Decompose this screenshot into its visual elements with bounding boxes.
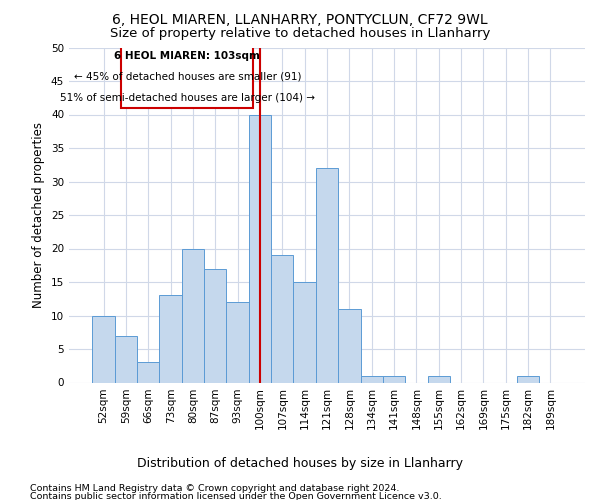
Bar xyxy=(92,316,115,382)
Bar xyxy=(517,376,539,382)
Bar xyxy=(115,336,137,382)
Text: Contains HM Land Registry data © Crown copyright and database right 2024.: Contains HM Land Registry data © Crown c… xyxy=(30,484,400,493)
Y-axis label: Number of detached properties: Number of detached properties xyxy=(32,122,46,308)
Text: Distribution of detached houses by size in Llanharry: Distribution of detached houses by size … xyxy=(137,458,463,470)
Bar xyxy=(383,376,405,382)
Bar xyxy=(428,376,450,382)
Bar xyxy=(160,296,182,382)
Text: ← 45% of detached houses are smaller (91): ← 45% of detached houses are smaller (91… xyxy=(74,72,301,82)
Bar xyxy=(338,309,361,382)
Bar xyxy=(204,268,226,382)
Bar xyxy=(271,255,293,382)
Bar xyxy=(249,114,271,382)
Bar xyxy=(361,376,383,382)
Bar xyxy=(226,302,249,382)
FancyBboxPatch shape xyxy=(121,46,253,108)
Bar xyxy=(316,168,338,382)
Bar xyxy=(293,282,316,382)
Text: Contains public sector information licensed under the Open Government Licence v3: Contains public sector information licen… xyxy=(30,492,442,500)
Text: 6 HEOL MIAREN: 103sqm: 6 HEOL MIAREN: 103sqm xyxy=(115,52,260,62)
Text: Size of property relative to detached houses in Llanharry: Size of property relative to detached ho… xyxy=(110,28,490,40)
Bar xyxy=(137,362,160,382)
Text: 6, HEOL MIAREN, LLANHARRY, PONTYCLUN, CF72 9WL: 6, HEOL MIAREN, LLANHARRY, PONTYCLUN, CF… xyxy=(112,12,488,26)
Text: 51% of semi-detached houses are larger (104) →: 51% of semi-detached houses are larger (… xyxy=(60,92,315,102)
Bar xyxy=(182,248,204,382)
